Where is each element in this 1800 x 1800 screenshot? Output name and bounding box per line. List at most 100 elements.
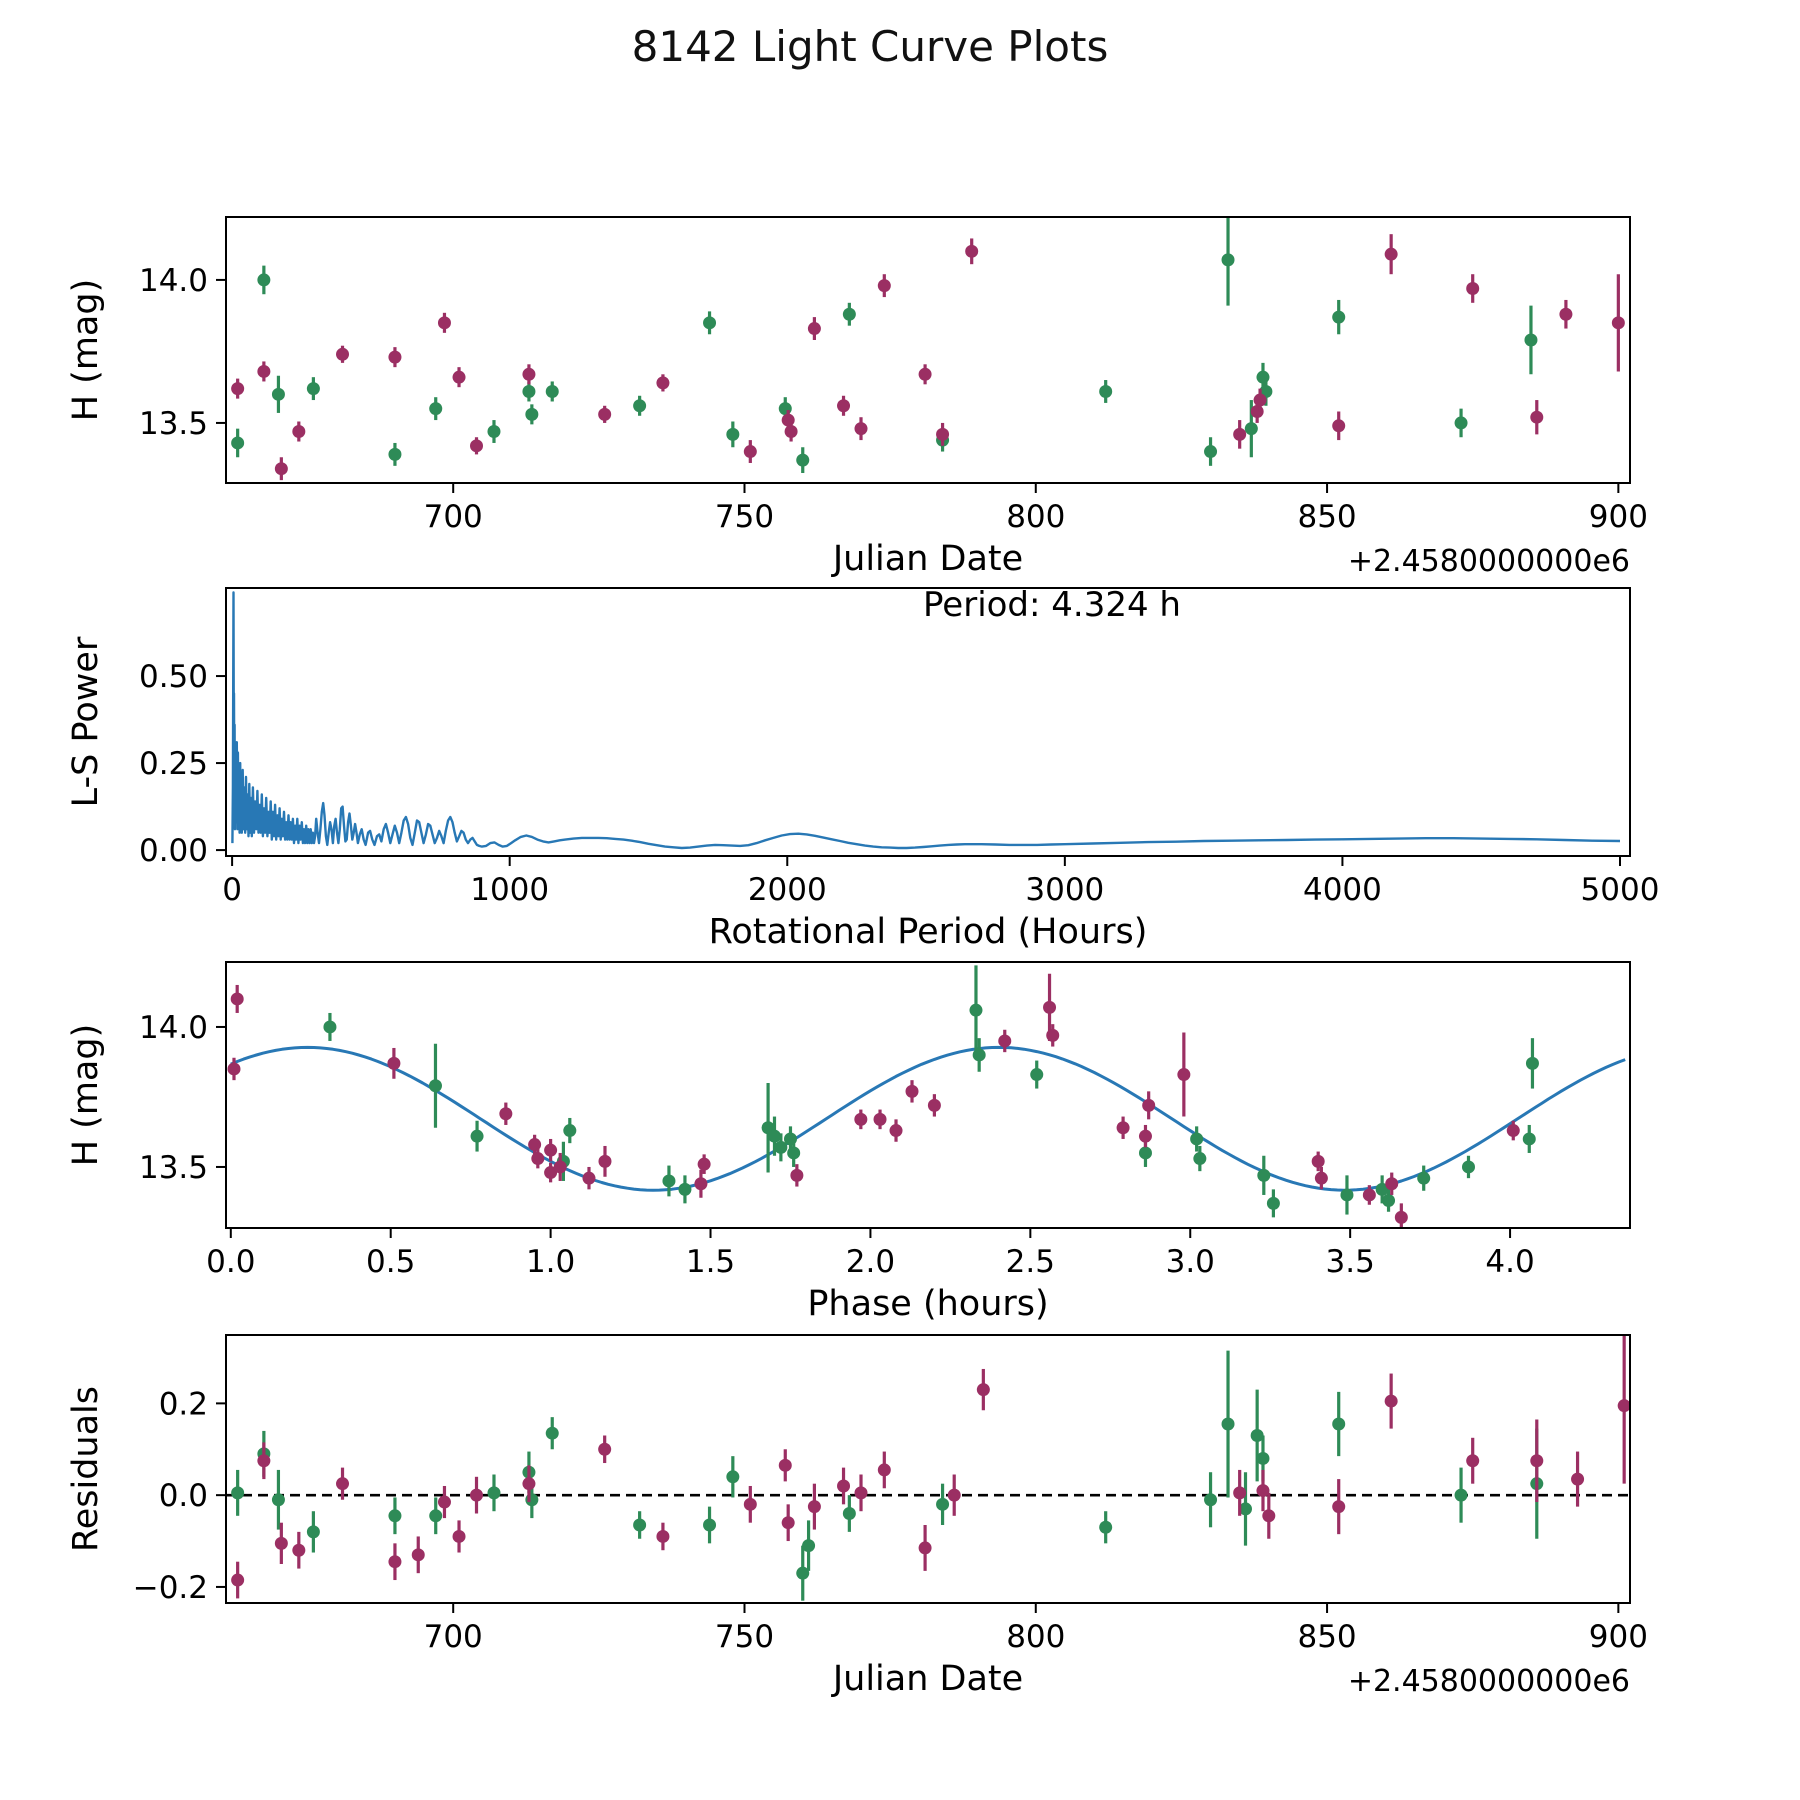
data-point xyxy=(873,1112,887,1126)
panel-residuals: 700 750 800 850 900 0.2 0.0 −0.2 Julian Date Resi… xyxy=(66,1334,1648,1699)
data-point xyxy=(1250,404,1264,418)
data-point xyxy=(522,367,536,381)
data-point xyxy=(525,407,539,421)
x-tick-label: 2.0 xyxy=(846,1244,895,1280)
data-point xyxy=(1530,410,1544,424)
data-point xyxy=(842,1507,856,1521)
panel-phase-curve: 0.0 0.5 1.0 1.5 2.0 2.5 3.0 3.5 4.0 14.0 13.5 Phase… xyxy=(66,961,1631,1324)
data-point xyxy=(1522,1132,1536,1146)
ls-power-line xyxy=(231,591,1621,850)
data-point xyxy=(678,1182,692,1196)
periodogram-spines xyxy=(225,587,1631,857)
data-point xyxy=(1256,1484,1270,1498)
data-point xyxy=(525,1493,539,1507)
x-tick-label: 750 xyxy=(715,499,774,535)
data-point xyxy=(781,1516,795,1530)
data-point xyxy=(767,1129,781,1143)
data-point xyxy=(656,1529,670,1543)
data-point xyxy=(1221,253,1235,267)
data-point xyxy=(796,1566,810,1580)
data-point xyxy=(1571,1472,1585,1486)
data-point xyxy=(411,1548,425,1562)
data-point xyxy=(1384,1394,1398,1408)
data-point xyxy=(563,1124,577,1138)
data-point xyxy=(1256,1451,1270,1465)
data-point xyxy=(790,1168,804,1182)
data-point xyxy=(499,1107,513,1121)
data-point xyxy=(633,1518,647,1532)
data-point xyxy=(656,376,670,390)
data-point xyxy=(743,445,757,459)
data-point xyxy=(1332,419,1346,433)
data-point xyxy=(936,427,950,441)
data-point xyxy=(1394,1210,1408,1224)
data-point xyxy=(545,1426,559,1440)
residuals-spines xyxy=(225,1334,1631,1604)
data-point xyxy=(1204,1493,1218,1507)
data-point xyxy=(1138,1146,1152,1160)
data-point xyxy=(227,1062,241,1076)
data-point xyxy=(388,350,402,364)
data-point xyxy=(1611,316,1625,330)
data-point xyxy=(1385,1177,1399,1191)
data-point xyxy=(837,1479,851,1493)
data-point xyxy=(1466,1454,1480,1468)
x-tick-label: 2000 xyxy=(748,872,827,908)
data-point xyxy=(726,427,740,441)
y-tick-label: 0.2 xyxy=(159,1386,208,1422)
data-point xyxy=(231,436,245,450)
x-tick-label: 2.5 xyxy=(1006,1244,1055,1280)
y-tick-label: −0.2 xyxy=(133,1570,208,1606)
data-point xyxy=(429,1509,443,1523)
data-point xyxy=(230,992,244,1006)
data-point xyxy=(1244,422,1258,436)
data-point xyxy=(1257,1168,1271,1182)
data-point xyxy=(531,1152,545,1166)
data-point xyxy=(697,1157,711,1171)
data-point xyxy=(972,1048,986,1062)
x-tick-label: 4000 xyxy=(1303,872,1382,908)
y-tick-label: 14.0 xyxy=(139,263,208,299)
data-point xyxy=(1043,1000,1057,1014)
data-point xyxy=(1525,1056,1539,1070)
session-green-points xyxy=(231,217,1538,473)
data-point xyxy=(787,1146,801,1160)
fourier-model-line xyxy=(230,1045,1626,1192)
data-point xyxy=(1142,1098,1156,1112)
x-tick-label: 3.5 xyxy=(1326,1244,1375,1280)
data-point xyxy=(807,322,821,336)
data-point xyxy=(429,402,443,416)
data-point xyxy=(1204,445,1218,459)
x-tick-label: 750 xyxy=(715,1619,774,1655)
data-point xyxy=(257,364,271,378)
data-point xyxy=(905,1084,919,1098)
data-point xyxy=(1256,370,1270,384)
data-point xyxy=(598,1154,612,1168)
x-tick-label: 3000 xyxy=(1025,872,1104,908)
data-point xyxy=(1262,1509,1276,1523)
data-point xyxy=(1250,1429,1264,1442)
data-point xyxy=(1382,1194,1396,1208)
data-point xyxy=(1362,1188,1376,1202)
data-point xyxy=(487,1486,501,1500)
data-point xyxy=(257,273,271,287)
data-point xyxy=(927,1098,941,1112)
data-point xyxy=(1177,1068,1191,1082)
axis-offset-text: +2.4580000000e6 xyxy=(1348,1664,1630,1699)
data-point xyxy=(388,447,402,461)
panel-light-curve: 700 750 800 850 900 14.0 13.5 Julian Date H (mag… xyxy=(66,216,1648,579)
data-point xyxy=(1233,1486,1247,1500)
data-point xyxy=(323,1020,337,1034)
data-point xyxy=(1099,1520,1113,1534)
data-point xyxy=(231,382,245,396)
data-point xyxy=(544,1143,558,1157)
data-point xyxy=(1530,1454,1544,1468)
data-point xyxy=(1559,307,1573,321)
data-point xyxy=(854,422,868,436)
data-point xyxy=(1375,1182,1389,1196)
y-tick-label: 13.5 xyxy=(139,406,208,442)
data-point xyxy=(271,1493,285,1507)
data-point xyxy=(437,1495,451,1509)
data-point xyxy=(598,407,612,421)
x-tick-label: 700 xyxy=(424,1619,483,1655)
